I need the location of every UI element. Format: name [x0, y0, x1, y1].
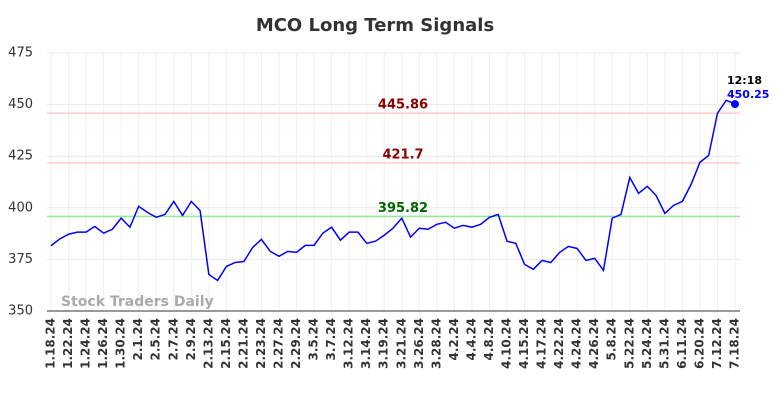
x-tick-label: 7.12.24: [710, 318, 724, 369]
x-tick-label: 5.8.24: [605, 318, 619, 361]
x-tick-label: 5.24.24: [640, 318, 654, 369]
x-tick-label: 3.7.24: [324, 318, 338, 361]
x-tick-label: 3.5.24: [307, 318, 321, 361]
x-tick-label: 3.28.24: [429, 318, 443, 369]
x-tick-label: 2.29.24: [289, 318, 303, 369]
x-tick-label: 5.22.24: [622, 318, 636, 369]
signal-label: 395.82: [378, 201, 428, 216]
price-line: [50, 99, 736, 282]
last-value: 450.25: [727, 88, 769, 101]
y-tick-label: 450: [8, 97, 33, 112]
x-tick-label: 1.22.24: [61, 318, 75, 369]
x-tick-label: 3.14.24: [359, 318, 373, 369]
x-tick-label: 2.27.24: [272, 318, 286, 369]
x-tick-label: 1.24.24: [79, 318, 93, 369]
x-tick-label: 3.26.24: [412, 318, 426, 369]
x-tick-label: 1.30.24: [114, 318, 128, 369]
x-tick-label: 4.26.24: [587, 318, 601, 369]
x-tick-label: 4.4.24: [464, 318, 478, 361]
x-tick-label: 4.15.24: [517, 318, 531, 369]
signal-label: 445.86: [378, 98, 428, 113]
x-tick-label: 2.5.24: [149, 318, 163, 361]
chart-title: MCO Long Term Signals: [256, 15, 494, 36]
x-tick-label: 4.2.24: [447, 318, 461, 361]
last-time: 12:18: [727, 74, 762, 87]
x-tick-label: 1.26.24: [96, 318, 110, 369]
x-tick-label: 2.15.24: [219, 318, 233, 369]
y-tick-label: 350: [8, 304, 33, 319]
x-tick-label: 2.9.24: [184, 318, 198, 361]
signal-label: 421.7: [382, 148, 423, 163]
x-tick-label: 7.18.24: [728, 318, 742, 369]
x-tick-label: 6.20.24: [692, 318, 706, 369]
x-tick-label: 3.19.24: [377, 318, 391, 369]
x-tick-label: 4.22.24: [552, 318, 566, 369]
x-tick-label: 2.13.24: [201, 318, 215, 369]
x-tick-label: 4.10.24: [500, 318, 514, 369]
x-tick-label: 2.7.24: [166, 318, 180, 361]
y-tick-label: 475: [8, 46, 33, 61]
y-tick-label: 375: [8, 252, 33, 267]
x-tick-label: 5.31.24: [657, 318, 671, 369]
x-tick-label: 4.8.24: [482, 318, 496, 361]
x-tick-label: 6.11.24: [675, 318, 689, 369]
x-tick-label: 4.24.24: [570, 318, 584, 369]
x-tick-label: 4.17.24: [535, 318, 549, 369]
x-tick-label: 2.23.24: [254, 318, 268, 369]
y-tick-label: 400: [8, 200, 33, 215]
x-tick-label: 3.21.24: [394, 318, 408, 369]
watermark: Stock Traders Daily: [61, 294, 214, 310]
last-point: [731, 100, 739, 109]
x-tick-label: 1.18.24: [44, 318, 58, 369]
x-tick-label: 3.12.24: [342, 318, 356, 369]
x-tick-label: 2.21.24: [236, 318, 250, 369]
y-tick-label: 425: [8, 149, 33, 164]
x-tick-label: 2.1.24: [131, 318, 145, 361]
